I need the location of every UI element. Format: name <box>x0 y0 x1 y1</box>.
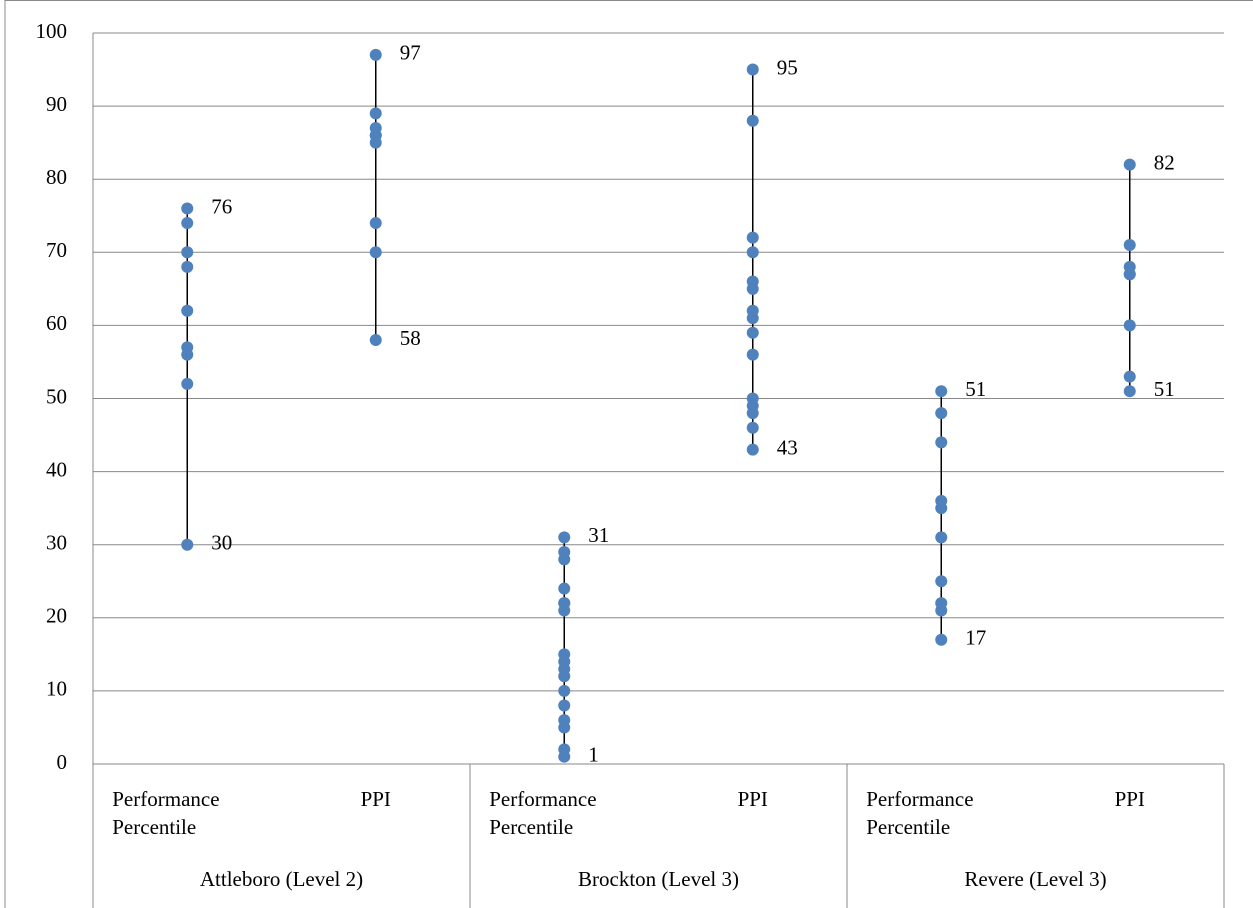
x-tick-text: PPI <box>737 787 768 811</box>
dot <box>935 633 948 646</box>
dot <box>369 136 382 149</box>
dot <box>558 670 571 683</box>
dot <box>1123 319 1136 332</box>
dot <box>558 750 571 763</box>
y-tick-label: 50 <box>46 384 67 408</box>
dot <box>935 575 948 588</box>
x-tick-text: Performance Percentile <box>112 787 220 839</box>
x-tick-label: PPI <box>659 785 848 813</box>
dot <box>558 553 571 566</box>
dot <box>746 246 759 259</box>
y-tick-label: 100 <box>36 19 68 43</box>
data-label: 43 <box>777 435 798 459</box>
data-label: 31 <box>588 523 609 547</box>
dot <box>181 260 194 273</box>
y-tick-label: 10 <box>46 677 67 701</box>
dot <box>1123 238 1136 251</box>
y-tick-label: 80 <box>46 165 67 189</box>
data-label: 95 <box>777 55 798 79</box>
dot <box>746 114 759 127</box>
y-tick-label: 60 <box>46 311 67 335</box>
dot <box>369 246 382 259</box>
dot <box>181 217 194 230</box>
group-label: Attleboro (Level 2) <box>200 867 363 891</box>
x-tick-text: Performance Percentile <box>866 787 974 839</box>
dot <box>181 304 194 317</box>
dot <box>935 385 948 398</box>
y-tick-label: 30 <box>46 531 67 555</box>
dot <box>558 684 571 697</box>
dot <box>1123 370 1136 383</box>
x-tick-label: Performance Percentile <box>93 785 282 841</box>
dot <box>935 407 948 420</box>
data-label: 51 <box>1154 377 1175 401</box>
dot <box>369 217 382 230</box>
dot <box>1123 268 1136 281</box>
dot <box>746 326 759 339</box>
x-tick-text: Performance Percentile <box>489 787 597 839</box>
dot <box>746 63 759 76</box>
x-tick-label: PPI <box>1036 785 1225 813</box>
data-label: 1 <box>588 743 599 767</box>
x-tick-text: PPI <box>1114 787 1145 811</box>
dot <box>1123 158 1136 171</box>
dot <box>746 443 759 456</box>
y-tick-label: 20 <box>46 604 67 628</box>
data-label: 17 <box>965 626 986 650</box>
dot <box>746 312 759 325</box>
dot <box>935 502 948 515</box>
dot <box>181 202 194 215</box>
x-tick-text: PPI <box>360 787 391 811</box>
dot <box>181 377 194 390</box>
data-label: 58 <box>400 326 421 350</box>
dot <box>558 721 571 734</box>
data-label: 82 <box>1154 150 1175 174</box>
dot <box>746 348 759 361</box>
group-label: Revere (Level 3) <box>964 867 1106 891</box>
dot <box>181 348 194 361</box>
dot <box>935 531 948 544</box>
dot <box>558 699 571 712</box>
data-label: 51 <box>965 377 986 401</box>
data-label: 30 <box>211 531 232 555</box>
dot <box>558 604 571 617</box>
dot <box>369 334 382 347</box>
y-tick-label: 90 <box>46 92 67 116</box>
dot <box>1123 385 1136 398</box>
dot <box>935 604 948 617</box>
dot <box>746 421 759 434</box>
dot <box>181 538 194 551</box>
x-tick-label: Performance Percentile <box>847 785 1036 841</box>
data-label: 76 <box>211 194 232 218</box>
dot <box>935 436 948 449</box>
group-label: Brockton (Level 3) <box>578 867 739 891</box>
dot <box>558 582 571 595</box>
dot <box>369 107 382 120</box>
y-tick-label: 40 <box>46 457 67 481</box>
y-tick-label: 70 <box>46 238 67 262</box>
dot <box>746 282 759 295</box>
dot <box>746 231 759 244</box>
dot <box>746 407 759 420</box>
dot <box>558 531 571 544</box>
data-label: 97 <box>400 41 421 65</box>
dot <box>369 48 382 61</box>
y-tick-label: 0 <box>57 750 68 774</box>
x-tick-label: Performance Percentile <box>470 785 659 841</box>
dot <box>181 246 194 259</box>
x-tick-label: PPI <box>282 785 471 813</box>
